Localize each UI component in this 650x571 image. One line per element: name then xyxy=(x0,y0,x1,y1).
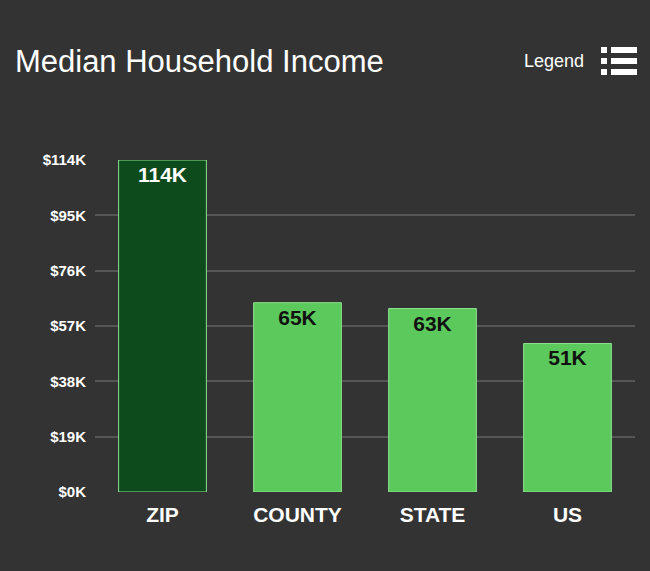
svg-text:$95K: $95K xyxy=(50,207,86,224)
svg-text:$76K: $76K xyxy=(50,262,86,279)
svg-text:$19K: $19K xyxy=(50,428,86,445)
svg-text:$57K: $57K xyxy=(50,317,86,334)
svg-text:US: US xyxy=(553,503,582,526)
svg-text:Legend: Legend xyxy=(524,51,584,71)
svg-text:$38K: $38K xyxy=(50,373,86,390)
svg-text:$0K: $0K xyxy=(58,483,86,500)
svg-text:51K: 51K xyxy=(548,346,587,369)
svg-text:$114K: $114K xyxy=(43,151,87,168)
svg-text:ZIP: ZIP xyxy=(146,503,179,526)
svg-text:63K: 63K xyxy=(413,312,452,335)
svg-text:114K: 114K xyxy=(138,163,187,186)
svg-text:STATE: STATE xyxy=(400,503,466,526)
svg-text:65K: 65K xyxy=(278,306,317,329)
svg-text:Median Household Income: Median Household Income xyxy=(15,44,384,79)
svg-text:COUNTY: COUNTY xyxy=(253,503,342,526)
